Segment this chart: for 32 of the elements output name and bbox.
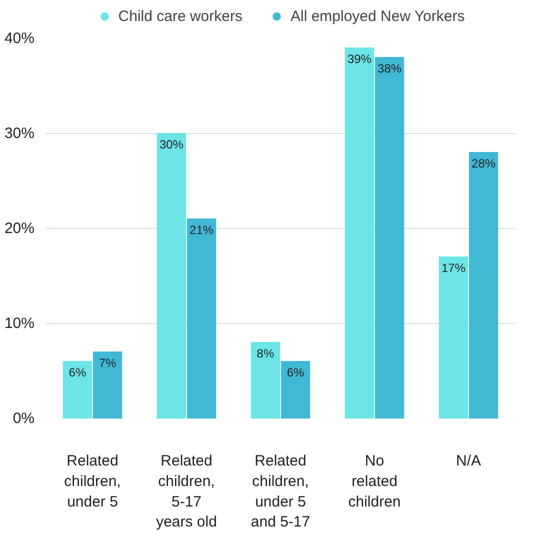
bar <box>468 152 498 418</box>
x-tick-label: Related children, under 5 <box>64 452 121 510</box>
data-label: 8% <box>256 346 274 360</box>
x-tick-label: No related children <box>348 452 401 510</box>
bar <box>374 57 404 418</box>
x-tick-label: Related children, under 5 and 5-17 <box>250 452 310 531</box>
data-label: 30% <box>159 138 184 152</box>
data-label: 7% <box>98 356 117 370</box>
data-label: 21% <box>190 223 214 237</box>
data-label: 17% <box>441 261 466 275</box>
y-tick-label: 30% <box>4 125 35 142</box>
data-label: 39% <box>347 52 372 66</box>
y-tick-label: 0% <box>12 410 35 427</box>
y-tick-label: 10% <box>4 315 35 332</box>
legend-label: Child care workers <box>118 8 242 24</box>
bar <box>62 361 92 418</box>
data-label: 28% <box>472 156 496 170</box>
y-tick-label: 40% <box>4 30 35 47</box>
legend-label: All employed New Yorkers <box>290 8 465 24</box>
bar <box>344 48 374 418</box>
bar <box>156 133 186 418</box>
bar <box>280 361 310 418</box>
bar <box>186 218 216 418</box>
data-label: 6% <box>68 366 86 380</box>
data-label: 6% <box>286 366 305 380</box>
bar <box>92 352 122 418</box>
bar <box>250 342 280 418</box>
y-tick-label: 20% <box>4 220 35 237</box>
bar <box>438 256 468 418</box>
data-label: 38% <box>378 62 402 76</box>
x-tick-label: N/A <box>456 452 482 470</box>
x-tick-label: Related children, 5-17 years old <box>156 452 217 531</box>
